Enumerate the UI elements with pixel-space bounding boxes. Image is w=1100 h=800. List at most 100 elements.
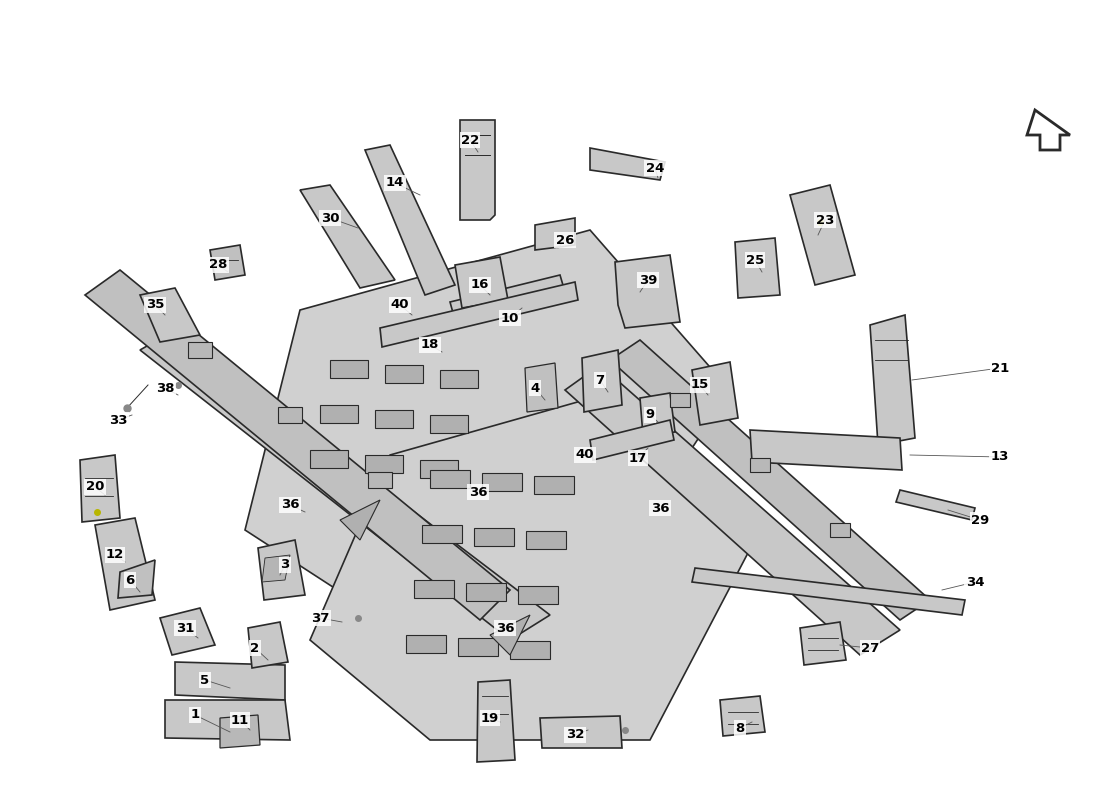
Polygon shape bbox=[210, 245, 245, 280]
Text: 38: 38 bbox=[156, 382, 174, 394]
Polygon shape bbox=[534, 476, 574, 494]
Polygon shape bbox=[455, 257, 508, 308]
Polygon shape bbox=[610, 340, 930, 620]
Polygon shape bbox=[330, 360, 369, 378]
Text: 6: 6 bbox=[125, 574, 134, 586]
Text: 14: 14 bbox=[386, 177, 404, 190]
Polygon shape bbox=[414, 580, 454, 598]
Text: 36: 36 bbox=[280, 498, 299, 511]
Polygon shape bbox=[790, 185, 855, 285]
Polygon shape bbox=[365, 455, 403, 473]
Text: 27: 27 bbox=[861, 642, 879, 654]
Polygon shape bbox=[590, 148, 666, 180]
Polygon shape bbox=[525, 363, 558, 412]
Polygon shape bbox=[692, 362, 738, 425]
Polygon shape bbox=[590, 420, 674, 460]
Text: 24: 24 bbox=[646, 162, 664, 174]
Text: 1: 1 bbox=[190, 709, 199, 722]
Polygon shape bbox=[85, 270, 510, 620]
Polygon shape bbox=[830, 523, 850, 537]
Text: 15: 15 bbox=[691, 378, 710, 391]
Polygon shape bbox=[535, 218, 575, 250]
Polygon shape bbox=[140, 288, 200, 342]
Polygon shape bbox=[278, 407, 303, 423]
Polygon shape bbox=[692, 568, 965, 615]
Text: 2: 2 bbox=[251, 642, 260, 654]
Polygon shape bbox=[175, 662, 285, 700]
Text: 40: 40 bbox=[575, 449, 594, 462]
Text: 39: 39 bbox=[639, 274, 657, 286]
Polygon shape bbox=[735, 238, 780, 298]
Polygon shape bbox=[245, 230, 730, 650]
Text: 8: 8 bbox=[736, 722, 745, 734]
Polygon shape bbox=[379, 282, 578, 347]
Polygon shape bbox=[466, 583, 506, 601]
Polygon shape bbox=[300, 185, 395, 288]
Polygon shape bbox=[440, 370, 478, 388]
Text: 18: 18 bbox=[421, 338, 439, 351]
Text: 5: 5 bbox=[200, 674, 210, 686]
Polygon shape bbox=[670, 393, 690, 407]
Text: 26: 26 bbox=[556, 234, 574, 246]
Text: 36: 36 bbox=[469, 486, 487, 498]
Polygon shape bbox=[458, 638, 498, 656]
Polygon shape bbox=[340, 500, 379, 540]
Text: 21: 21 bbox=[991, 362, 1009, 374]
Polygon shape bbox=[262, 555, 290, 582]
Text: 19: 19 bbox=[481, 711, 499, 725]
Polygon shape bbox=[365, 145, 455, 295]
Text: 10: 10 bbox=[500, 311, 519, 325]
Polygon shape bbox=[248, 622, 288, 668]
Polygon shape bbox=[80, 455, 120, 522]
Polygon shape bbox=[118, 560, 155, 598]
Polygon shape bbox=[422, 525, 462, 543]
Polygon shape bbox=[896, 490, 975, 520]
Text: 4: 4 bbox=[530, 382, 540, 394]
Polygon shape bbox=[800, 622, 846, 665]
Text: 28: 28 bbox=[209, 258, 228, 271]
Polygon shape bbox=[1027, 110, 1070, 150]
Text: 36: 36 bbox=[496, 622, 515, 634]
Polygon shape bbox=[368, 472, 392, 488]
Polygon shape bbox=[526, 531, 566, 549]
Text: 7: 7 bbox=[595, 374, 605, 386]
Text: 17: 17 bbox=[629, 451, 647, 465]
Polygon shape bbox=[375, 410, 412, 428]
Text: 36: 36 bbox=[651, 502, 669, 514]
Text: 30: 30 bbox=[321, 211, 339, 225]
Text: 11: 11 bbox=[231, 714, 249, 726]
Polygon shape bbox=[188, 342, 212, 358]
Polygon shape bbox=[450, 275, 565, 320]
Polygon shape bbox=[406, 635, 446, 653]
Text: 34: 34 bbox=[966, 575, 984, 589]
Polygon shape bbox=[490, 615, 530, 655]
Polygon shape bbox=[540, 716, 622, 748]
Polygon shape bbox=[95, 518, 155, 610]
Text: 20: 20 bbox=[86, 481, 104, 494]
Polygon shape bbox=[385, 365, 424, 383]
Text: 31: 31 bbox=[176, 622, 195, 634]
Polygon shape bbox=[140, 330, 550, 640]
Text: 32: 32 bbox=[565, 729, 584, 742]
Text: 16: 16 bbox=[471, 278, 490, 291]
Polygon shape bbox=[750, 430, 902, 470]
Polygon shape bbox=[460, 120, 495, 220]
Polygon shape bbox=[220, 715, 260, 748]
Polygon shape bbox=[420, 460, 458, 478]
Polygon shape bbox=[258, 540, 305, 600]
Text: 13: 13 bbox=[991, 450, 1009, 463]
Polygon shape bbox=[750, 458, 770, 472]
Polygon shape bbox=[510, 641, 550, 659]
Text: 22: 22 bbox=[461, 134, 480, 146]
Polygon shape bbox=[430, 415, 468, 433]
Polygon shape bbox=[474, 528, 514, 546]
Polygon shape bbox=[518, 586, 558, 604]
Polygon shape bbox=[870, 315, 915, 445]
Polygon shape bbox=[565, 365, 900, 655]
Polygon shape bbox=[477, 680, 515, 762]
Text: 29: 29 bbox=[971, 514, 989, 526]
Polygon shape bbox=[310, 390, 760, 740]
Polygon shape bbox=[430, 470, 470, 488]
Text: 40: 40 bbox=[390, 298, 409, 311]
Text: 37: 37 bbox=[311, 611, 329, 625]
